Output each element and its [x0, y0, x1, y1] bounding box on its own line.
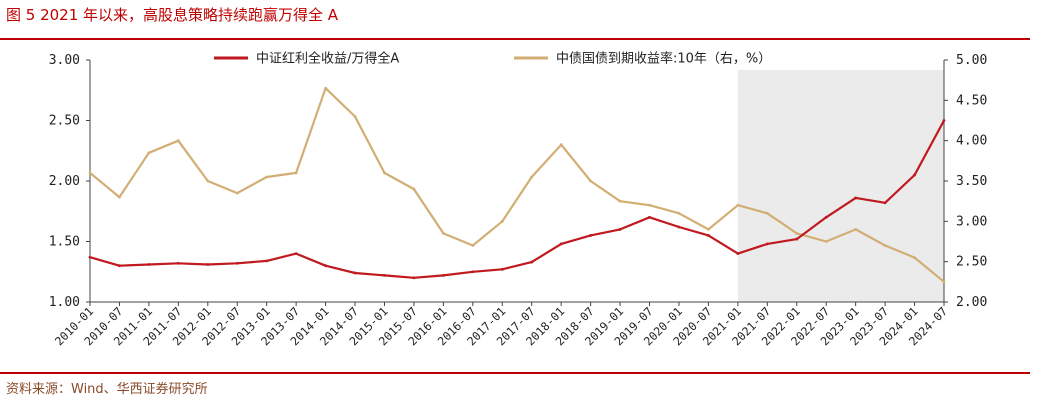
series-2-point — [294, 171, 298, 175]
series-line-1 — [88, 119, 946, 279]
series-1-point — [235, 261, 239, 265]
series-1-point — [265, 259, 269, 263]
series-1-point — [471, 270, 475, 274]
series-2-point — [765, 211, 769, 215]
series-2-point — [206, 179, 210, 183]
series-2-point — [559, 143, 563, 147]
series-2-point — [913, 256, 916, 260]
source-note: 资料来源：Wind、华西证券研究所 — [6, 382, 208, 397]
series-1-point — [648, 215, 651, 219]
series-2-point — [736, 203, 740, 207]
series-2-point — [883, 244, 887, 247]
series-1-point — [530, 260, 534, 264]
y-right-tick-label: 4.00 — [956, 134, 987, 149]
y-right-tick-label: 5.00 — [956, 53, 987, 68]
shaded-region — [737, 70, 944, 302]
series-2-point — [235, 191, 239, 195]
y-left-tick-label: 2.50 — [49, 114, 80, 129]
series-1-point — [118, 264, 121, 268]
series-1-point — [206, 263, 210, 266]
series-1-point — [736, 252, 740, 256]
series-1-point — [854, 196, 858, 200]
y-left-tick-label: 1.50 — [49, 235, 80, 250]
series-1-point — [412, 276, 416, 280]
legend-label-1: 中证红利全收益/万得全A — [256, 51, 399, 67]
series-2-point — [147, 151, 151, 155]
series-2-point — [589, 179, 593, 183]
y-right-tick-label: 2.00 — [956, 295, 987, 310]
series-1-point — [176, 261, 180, 265]
series-1-point — [500, 267, 504, 271]
series-1-point — [559, 242, 563, 246]
series-1-point — [913, 173, 916, 177]
series-1-point — [677, 225, 681, 229]
series-2-point — [500, 219, 504, 223]
series-1-point — [589, 234, 593, 237]
series-2-point — [618, 199, 622, 203]
series-1-point — [147, 263, 151, 266]
top-divider — [0, 38, 1030, 40]
series-2-point — [471, 244, 475, 247]
series-1-point — [824, 215, 828, 219]
series-1-point — [942, 119, 946, 122]
series-1-point — [324, 264, 327, 268]
y-left-tick-label: 2.00 — [49, 174, 80, 189]
series-2-point — [854, 228, 858, 231]
series-2-point — [324, 86, 327, 90]
series-2-point — [412, 187, 416, 191]
series-2-point — [353, 115, 357, 118]
series-1-point — [353, 271, 357, 275]
y-right-tick-label: 2.50 — [956, 255, 987, 270]
y-left-tick-label: 1.00 — [49, 295, 80, 310]
chart-title: 图 5 2021 年以来，高股息策略持续跑赢万得全 A — [6, 6, 339, 24]
series-1-point — [883, 201, 887, 205]
series-1-point — [707, 234, 710, 237]
series-2-point — [795, 232, 799, 235]
series-2-point — [176, 139, 180, 143]
legend-label-2: 中债国债到期收益率:10年（右，%） — [556, 51, 771, 67]
series-2-point — [942, 280, 946, 284]
series-2-point — [383, 171, 386, 175]
series-2-point — [265, 175, 269, 179]
series-1-point — [88, 255, 92, 259]
series-1-point — [441, 273, 445, 277]
y-right-tick-label: 4.50 — [956, 93, 987, 108]
y-right-tick-label: 3.00 — [956, 214, 987, 229]
y-right-tick-label: 3.50 — [956, 174, 987, 189]
series-2-point — [441, 232, 445, 235]
series-2-point — [677, 211, 681, 215]
series-2-point — [530, 175, 534, 179]
series-1-point — [618, 228, 622, 231]
series-2-point — [88, 171, 92, 175]
series-1-point — [294, 252, 298, 256]
series-2-point — [824, 240, 828, 243]
series-2-point — [648, 203, 651, 207]
series-2-point — [707, 228, 710, 231]
series-2-point — [118, 195, 121, 199]
bottom-divider — [0, 372, 1030, 374]
y-left-tick-label: 3.00 — [49, 53, 80, 68]
series-1-point — [765, 242, 769, 246]
series-1-point — [383, 273, 386, 277]
series-1-point — [795, 237, 799, 241]
